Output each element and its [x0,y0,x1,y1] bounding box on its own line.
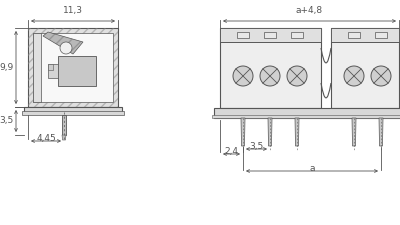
Text: 9,9: 9,9 [0,63,14,72]
Bar [33,33,41,102]
Text: a: a [309,164,315,173]
Bar [62,115,66,135]
Bar [331,28,399,108]
Bar [214,108,400,118]
Polygon shape [379,118,383,146]
Polygon shape [352,118,356,146]
Bar [264,32,276,38]
Polygon shape [295,118,299,146]
Polygon shape [268,118,272,146]
Text: a+4,8: a+4,8 [296,6,323,15]
Polygon shape [43,32,83,54]
Bar [220,28,321,108]
Circle shape [287,66,307,86]
Bar [48,64,53,70]
Circle shape [371,66,391,86]
Bar [28,28,118,107]
Bar [58,56,96,86]
Bar [24,107,122,113]
Bar [291,32,303,38]
Polygon shape [241,118,245,146]
Text: 3,5: 3,5 [0,117,14,126]
Circle shape [260,66,280,86]
Text: 2,4: 2,4 [224,147,238,156]
Bar [22,111,124,115]
Bar [28,28,118,107]
Text: 3,5: 3,5 [249,142,264,151]
Bar [48,64,58,78]
Bar [331,28,399,42]
Circle shape [233,66,253,86]
Bar [220,28,321,42]
Polygon shape [62,135,66,140]
Text: 11,3: 11,3 [63,6,83,15]
Bar [212,115,400,118]
Text: 4,45: 4,45 [36,134,56,143]
Bar [375,32,387,38]
Circle shape [60,42,72,54]
Bar [348,32,360,38]
Circle shape [344,66,364,86]
Bar [237,32,249,38]
Bar [33,33,113,102]
